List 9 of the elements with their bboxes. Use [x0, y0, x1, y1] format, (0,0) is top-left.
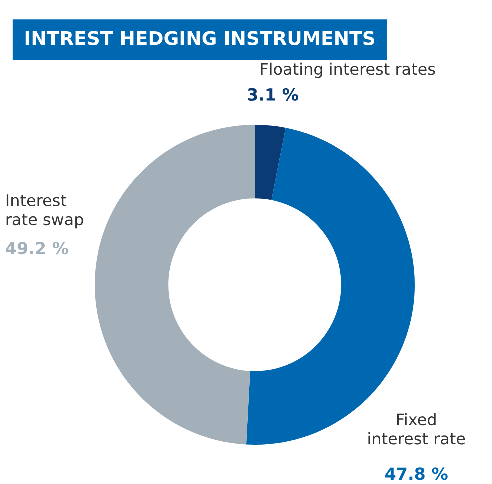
data-label: 49.2 % [6, 242, 68, 255]
slice-label: Fixed interest rate [368, 413, 466, 445]
chart-title: INTREST HEDGING INSTRUMENTS [26, 31, 374, 46]
data-label: 3.1 % [248, 88, 298, 102]
data-label: 47.8 % [386, 468, 448, 480]
slice-label: Floating interest rates [261, 62, 436, 78]
donut-slice [95, 125, 255, 445]
slice-label: Interest rate swap [6, 194, 84, 229]
donut-slice [255, 125, 286, 200]
